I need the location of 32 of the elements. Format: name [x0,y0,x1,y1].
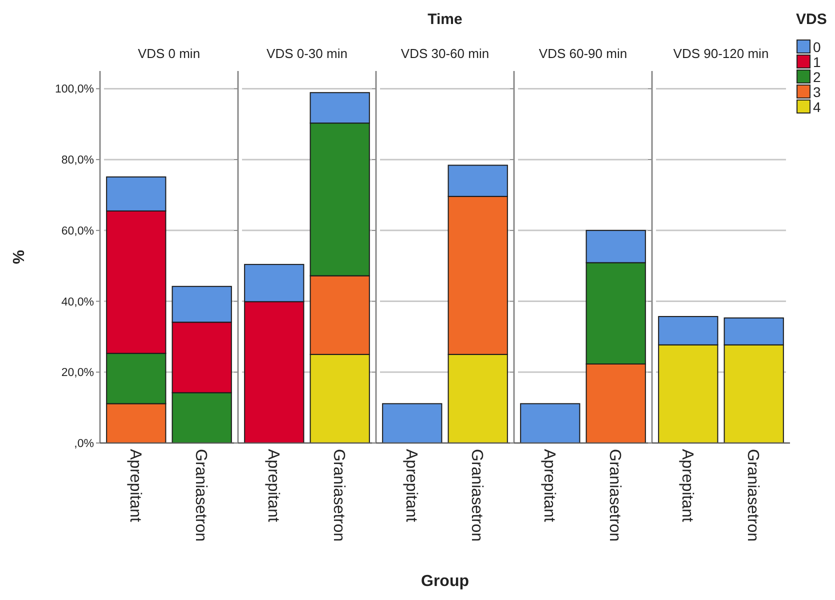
legend-label: 4 [813,98,821,115]
y-tick-label: ,0% [74,438,94,450]
legend-label: 1 [813,54,821,70]
x-tick-label: Aprepitant [678,449,696,522]
bar [382,403,442,444]
legend-title: VDS [796,11,827,28]
x-tick-label: Graniasetron [606,449,624,542]
legend-label: 2 [813,68,821,85]
bar [520,403,580,444]
legend-label: 3 [813,84,821,100]
x-tick-label: Aprepitant [402,449,420,522]
chart-title: VDS 0-30 min [266,46,348,61]
chart-title: VDS 0 min [138,46,200,61]
y-tick-label: 100,0% [54,84,94,96]
x-tick-label: Aprepitant [126,449,144,522]
x-tick-label: Aprepitant [540,449,558,522]
text: Time [428,11,462,28]
y-axis-title: % [11,250,28,264]
y-tick-label: 80,0% [61,154,94,167]
chart-title: VDS 30-60 min [400,46,490,61]
y-tick-label: 20,0% [61,367,94,380]
y-tick-label: 40,0% [61,296,94,308]
x-tick-label: Aprepitant [264,449,282,522]
x-tick-label: Graniasetron [192,449,210,542]
x-tick-label: Graniasetron [468,449,486,542]
y-tick-label: 60,0% [61,225,94,238]
x-tick-label: Graniasetron [744,449,762,542]
chart-title: VDS 90-120 min [673,46,769,61]
chart-title: VDS 60-90 min [538,46,628,61]
legend-label: 0 [813,38,821,55]
x-tick-label: Graniasetron [330,449,348,542]
x-axis-title: Group [421,573,470,590]
